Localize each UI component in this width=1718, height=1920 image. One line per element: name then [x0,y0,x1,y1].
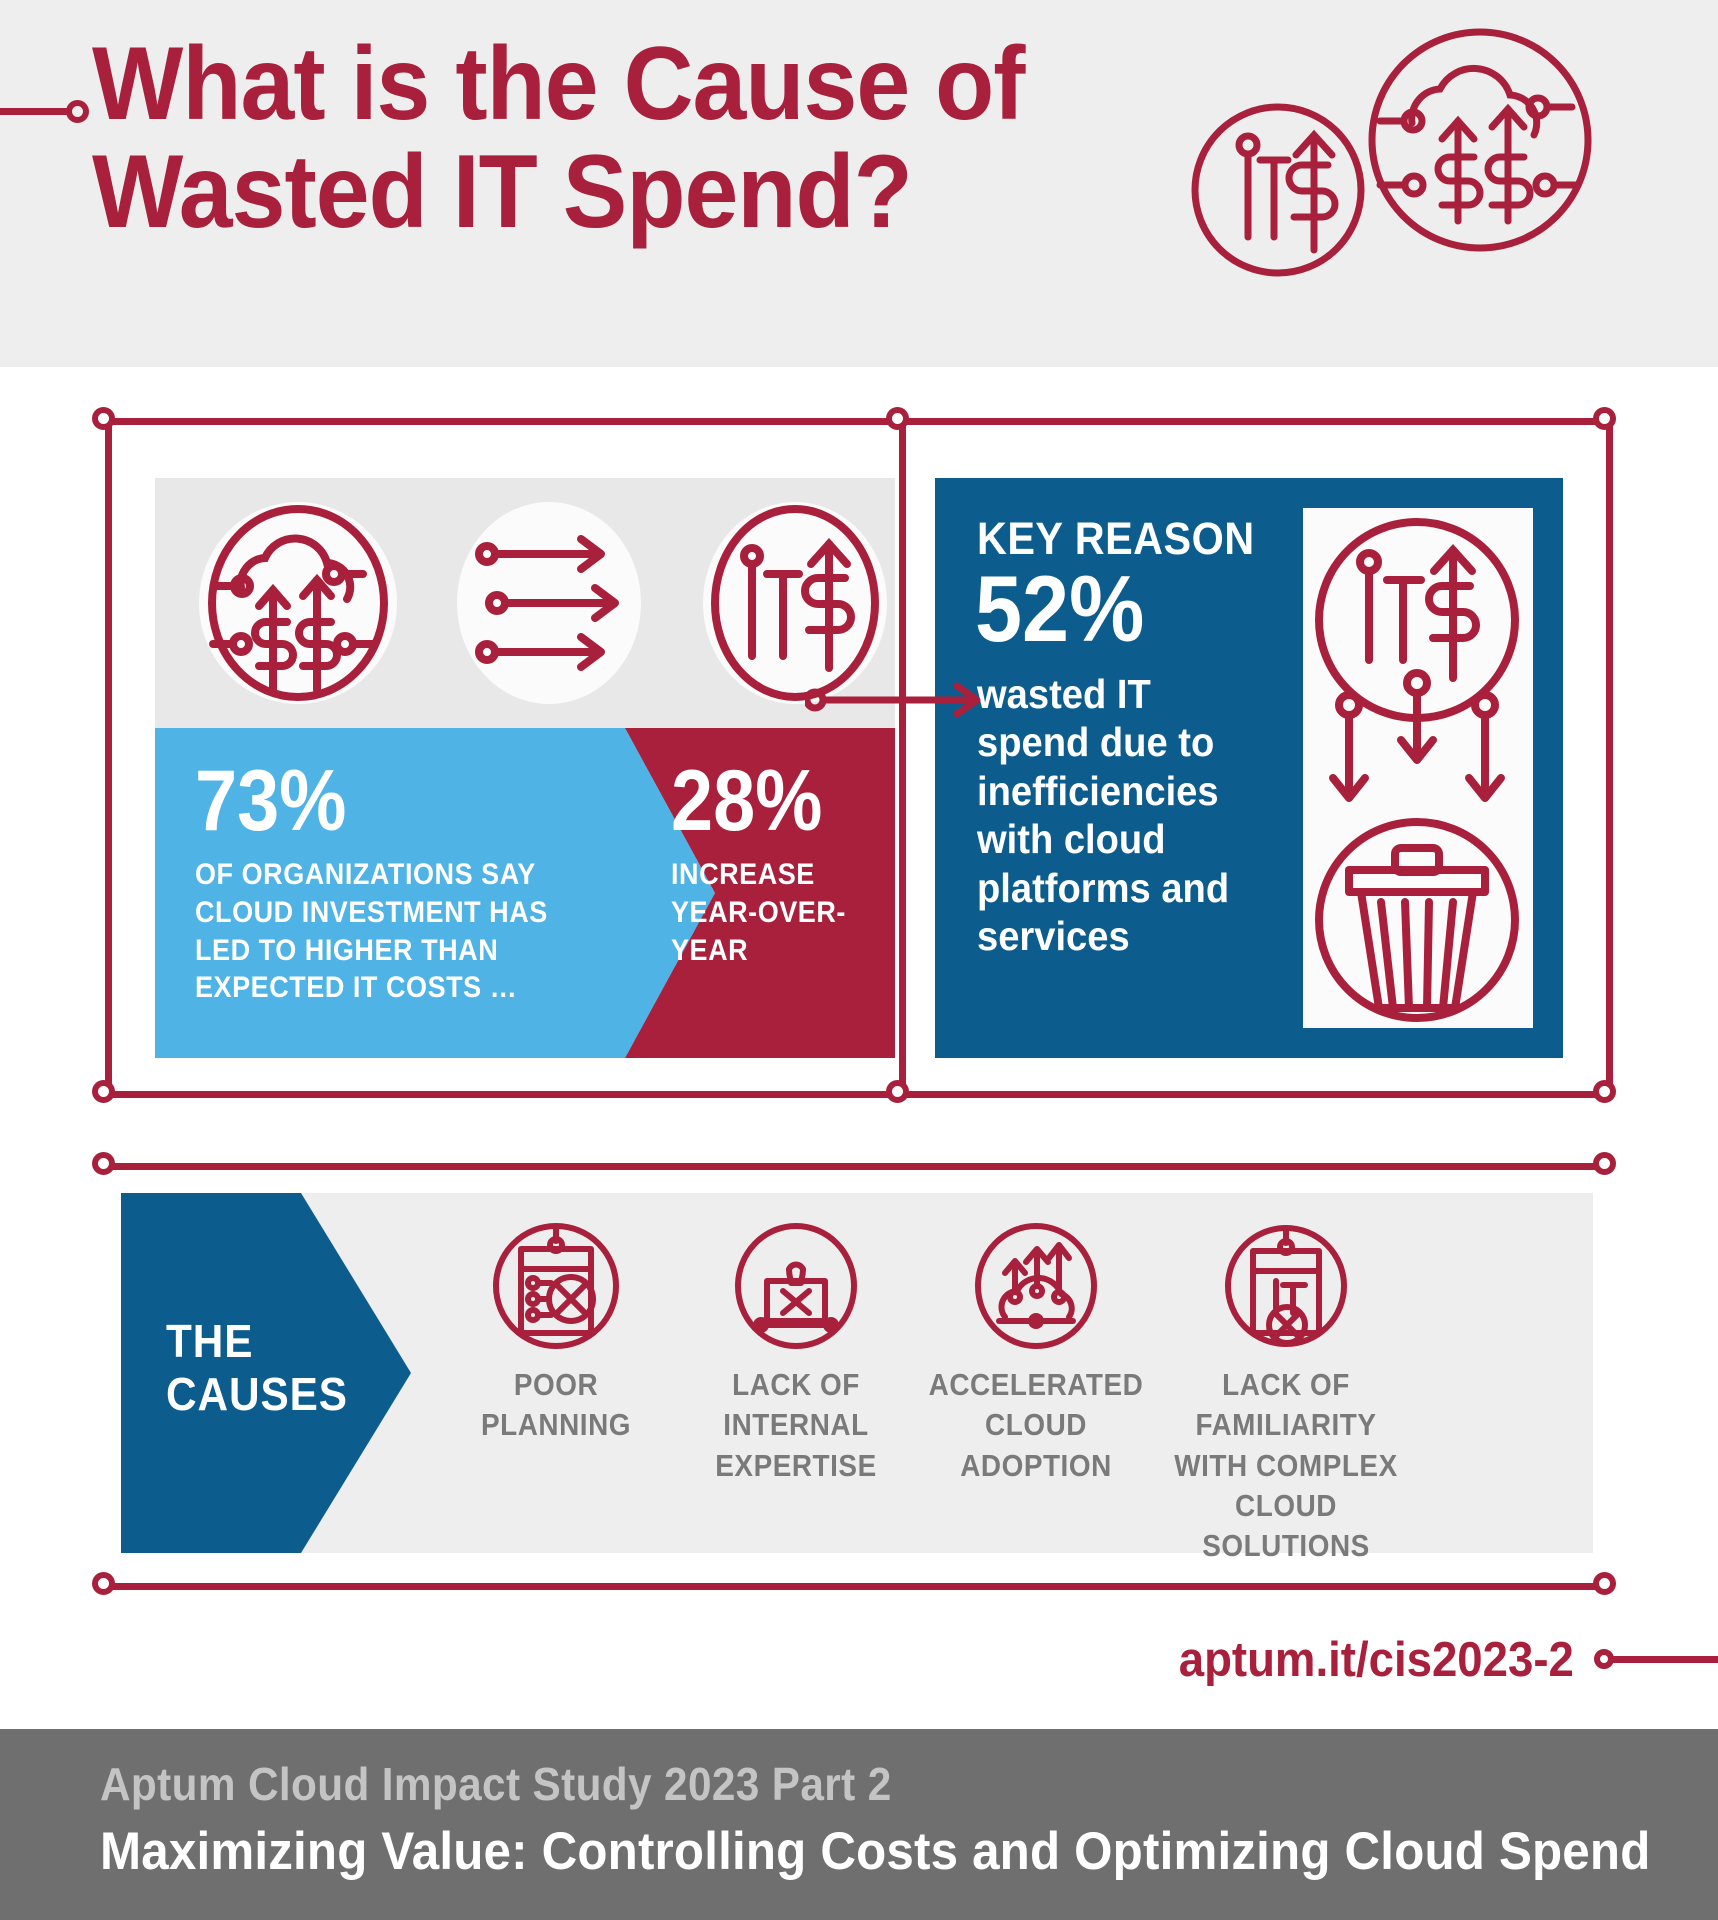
it-dollar-circle-icon [1191,103,1365,277]
page-title: What is the Cause of Wasted IT Spend? [92,30,1096,246]
stat-73-background [155,728,715,1058]
key-reason-panel: KEY REASON 52% wasted IT spend due to in… [935,478,1563,1058]
section-causes: THE CAUSES [92,1152,1616,1603]
sec1-node-top-center [886,407,909,430]
sec2-node-top-right [1593,1152,1616,1175]
flow-icon-strip [155,478,895,728]
sec1-bracket-top [105,418,1613,425]
sec2-bracket-top [105,1163,1613,1170]
trash-can-circle-icon [1315,818,1519,1022]
cloud-dollar-circle-icon [1368,28,1592,252]
sec1-bracket-left [105,418,112,1098]
sec2-node-top-left [92,1152,115,1175]
stat-73-caption: OF ORGANIZATIONS SAY CLOUD INVESTMENT HA… [195,858,548,1005]
sec1-node-top-right [1593,407,1616,430]
header-tick-node [66,100,89,123]
sec2-node-bottom-left [92,1572,115,1595]
page-header: What is the Cause of Wasted IT Spend? [0,0,1718,367]
stat-28-caption: INCREASE YEAR-OVER- YEAR [671,858,846,967]
cause-item[interactable]: LACK OF FAMILIARITY WITH COMPLEX CLOUD S… [1151,1221,1421,1566]
section-top-stats: 73% OF ORGANIZATIONS SAY CLOUD INVESTMEN… [92,407,1616,1118]
cloud-dollar-circle-icon [193,496,403,715]
footer-subtitle: Aptum Cloud Impact Study 2023 Part 2 [100,1758,892,1810]
sec1-bracket-right [1606,418,1613,1098]
flow-connector-arrow [803,680,995,720]
url-line [1608,1656,1718,1663]
cause-label: LACK OF FAMILIARITY WITH COMPLEX CLOUD S… [1174,1367,1398,1564]
page-title-line-1: What is the Cause of [92,26,1026,142]
footer-title: Maximizing Value: Controlling Costs and … [100,1822,1651,1881]
it-dollar-circle-icon [695,496,895,715]
stat-arrow-row: 73% OF ORGANIZATIONS SAY CLOUD INVESTMEN… [155,728,895,1058]
sec2-bracket-bottom [105,1583,1613,1590]
url-row: aptum.it/cis2023-2 [0,1636,1718,1696]
sec2-node-bottom-right [1593,1572,1616,1595]
sec1-bracket-center [899,418,906,1098]
key-reason-title: KEY REASON [977,513,1255,564]
cause-item[interactable]: ACCELERATED CLOUD ADOPTION [901,1221,1171,1486]
causes-label-text: THE CAUSES [166,1315,348,1421]
cause-label: ACCELERATED CLOUD ADOPTION [928,1367,1144,1483]
clipboard-x-circle-icon [421,1221,691,1351]
sec1-node-top-left [92,407,115,430]
stat-73-value: 73% [195,753,347,849]
sec1-node-bottom-center [886,1080,909,1103]
laptop-person-x-circle-icon [661,1221,931,1351]
sec1-bracket-bottom-left [105,1091,906,1098]
key-reason-icon-group [1293,508,1543,1028]
cloud-up-arrows-circle-icon [901,1221,1171,1351]
page-title-line-2: Wasted IT Spend? [92,134,913,251]
three-arrows-circle-icon [449,496,649,715]
page-footer: Aptum Cloud Impact Study 2023 Part 2 Max… [0,1729,1718,1920]
sec1-node-bottom-left [92,1080,115,1103]
cause-item[interactable]: LACK OF INTERNAL EXPERTISE [661,1221,931,1486]
study-url[interactable]: aptum.it/cis2023-2 [1178,1633,1574,1687]
cause-item[interactable]: POOR PLANNING [421,1221,691,1446]
sec1-bracket-bottom-right [899,1091,1613,1098]
stat-28-value: 28% [671,753,823,849]
key-reason-body: wasted IT spend due to inefficiencies wi… [977,671,1230,959]
causes-bar: THE CAUSES [121,1193,1593,1563]
cause-label: POOR PLANNING [480,1367,632,1443]
key-reason-value: 52% [975,556,1145,661]
down-arrows-icon [1329,669,1505,802]
clipboard-it-x-circle-icon [1151,1221,1421,1351]
header-tick-line [0,108,72,115]
header-icon-group [1190,25,1610,300]
cause-label: LACK OF INTERNAL EXPERTISE [715,1367,877,1483]
sec1-node-bottom-right [1593,1080,1616,1103]
left-stats-panel: 73% OF ORGANIZATIONS SAY CLOUD INVESTMEN… [155,478,895,1058]
